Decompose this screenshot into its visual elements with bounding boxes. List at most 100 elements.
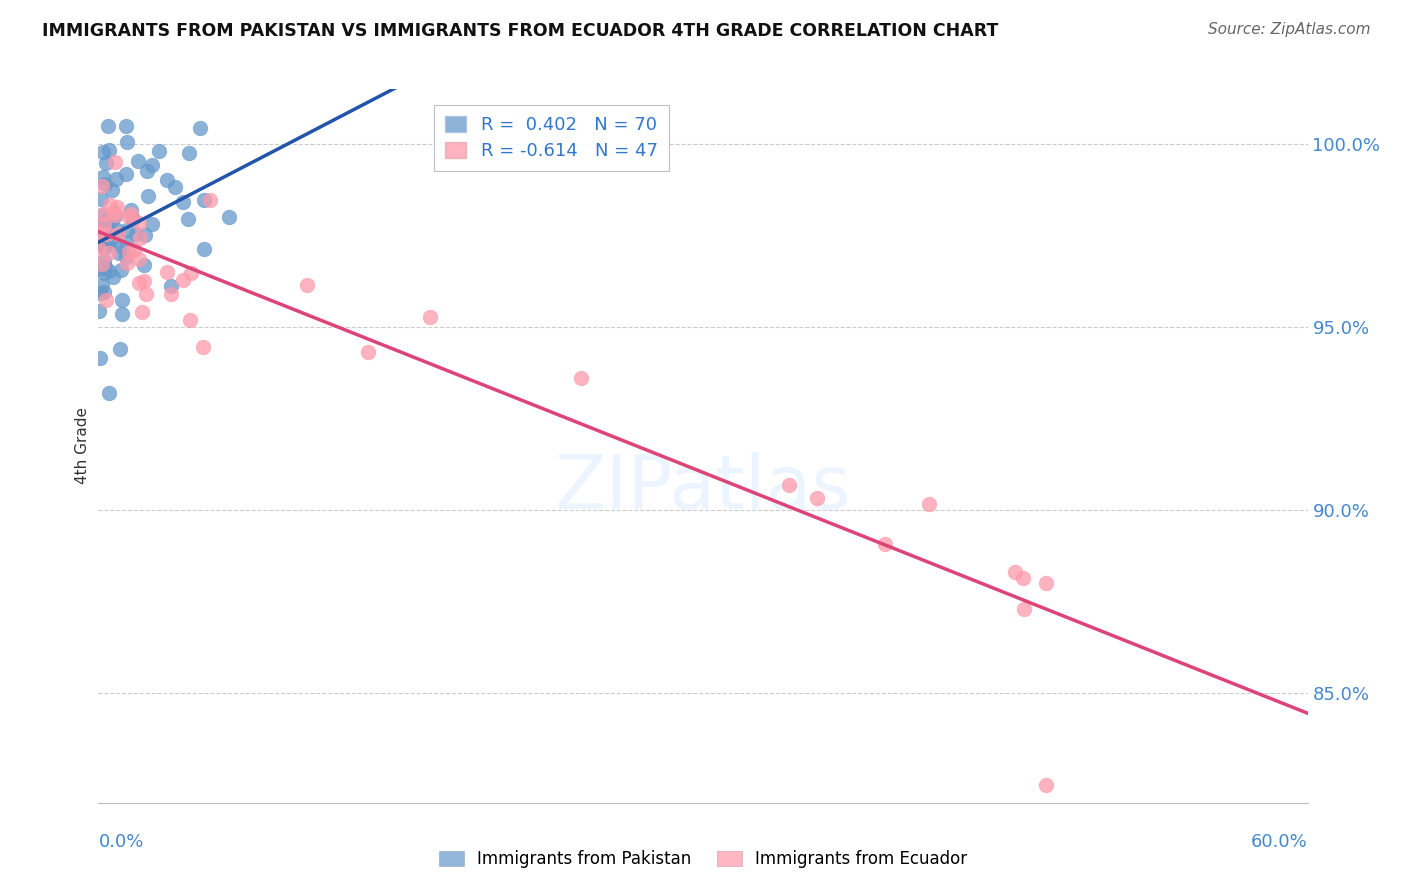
Point [165,180,187,194]
Point [115,223,138,237]
Point [98,211,121,226]
Point [91,178,114,193]
Point [90,192,112,206]
Point [134,227,156,242]
Point [110,239,132,253]
Point [141,217,163,231]
Point [89,243,111,257]
Point [90,223,112,237]
Point [180,267,202,281]
Point [98,232,121,246]
Point [193,242,215,256]
Point [97,235,120,250]
Point [136,164,159,178]
Point [98,263,121,277]
Point [1014,601,1036,615]
Point [89,226,111,240]
Text: ZIPatlas: ZIPatlas [555,452,851,525]
Point [135,287,157,301]
Text: IMMIGRANTS FROM PAKISTAN VS IMMIGRANTS FROM ECUADOR 4TH GRADE CORRELATION CHART: IMMIGRANTS FROM PAKISTAN VS IMMIGRANTS F… [42,22,998,40]
Text: 0.0%: 0.0% [98,833,143,851]
Point [96,227,118,241]
Point [129,231,152,245]
Point [101,183,124,197]
Point [108,245,131,260]
Point [124,244,146,258]
Point [96,217,118,231]
Point [179,313,201,327]
Point [218,210,240,224]
Point [115,168,138,182]
Point [93,285,115,300]
Point [110,342,132,356]
Point [89,285,111,300]
Point [128,276,150,290]
Point [89,261,111,276]
Point [90,208,112,222]
Point [114,235,136,249]
Point [571,371,593,385]
Point [120,203,142,218]
Point [104,154,127,169]
Point [91,278,114,293]
Point [89,351,111,365]
Point [148,144,170,158]
Point [917,497,939,511]
Point [118,245,141,260]
Point [128,252,150,266]
Point [97,386,120,401]
Point [91,207,114,221]
Point [89,219,111,233]
Point [94,230,117,244]
Point [128,216,150,230]
Point [124,227,146,241]
Point [98,234,121,248]
Point [1012,571,1035,585]
Point [172,195,194,210]
Point [141,158,163,172]
Point [132,258,155,272]
Point [357,345,380,359]
Point [117,255,139,269]
Point [111,293,134,307]
Point [115,250,138,264]
Point [193,193,215,207]
Point [191,340,214,354]
Point [94,293,117,308]
Point [111,307,134,321]
Point [188,121,211,136]
Legend: Immigrants from Pakistan, Immigrants from Ecuador: Immigrants from Pakistan, Immigrants fro… [432,844,974,875]
Point [91,145,114,159]
Point [118,210,141,224]
Point [91,256,114,270]
Point [160,279,183,293]
Point [93,266,115,280]
Point [198,193,221,207]
Text: 60.0%: 60.0% [1251,833,1308,851]
Point [104,208,127,222]
Point [93,217,115,231]
Point [93,177,115,191]
Point [105,223,128,237]
Point [103,205,125,219]
Point [97,119,120,133]
Point [94,240,117,254]
Point [1035,777,1057,791]
Point [101,270,124,285]
Point [107,227,129,241]
Point [1035,575,1057,590]
Point [97,246,120,260]
Y-axis label: 4th Grade: 4th Grade [75,408,90,484]
Point [131,304,153,318]
Point [1004,566,1026,580]
Point [419,310,441,324]
Point [91,169,114,184]
Point [172,273,194,287]
Point [132,274,155,288]
Point [94,155,117,169]
Point [127,153,149,168]
Point [110,263,132,277]
Point [122,211,145,226]
Point [89,303,111,318]
Point [115,119,138,133]
